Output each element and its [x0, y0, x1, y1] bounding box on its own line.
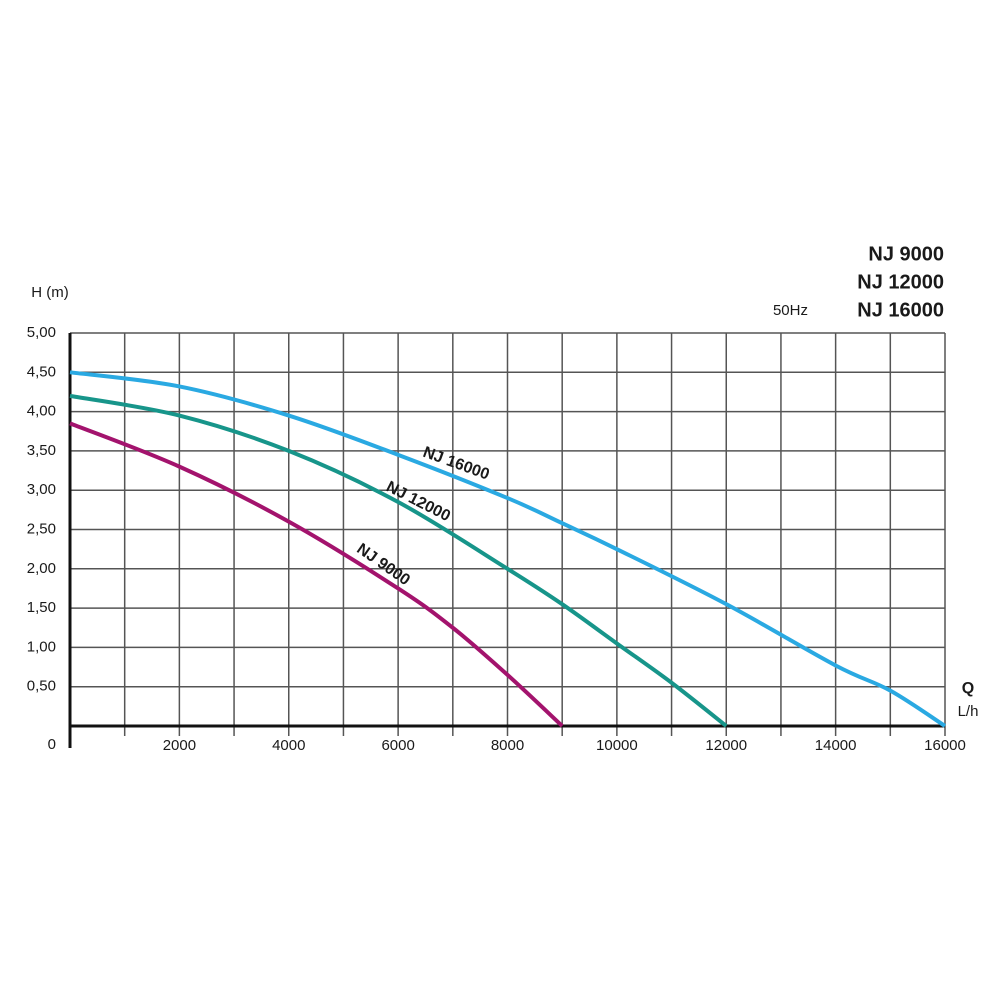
y-tick-label: 0,50 — [27, 678, 56, 695]
y-tick-label: 2,50 — [27, 520, 56, 537]
x-axis-label: Q — [962, 680, 974, 697]
legend-entry: NJ 12000 — [857, 271, 944, 293]
x-tick-label: 6000 — [381, 737, 414, 754]
frequency-label: 50Hz — [773, 302, 808, 319]
x-tick-label: 14000 — [815, 737, 857, 754]
y-tick-label: 3,50 — [27, 442, 56, 459]
y-tick-label: 4,00 — [27, 403, 56, 420]
x-tick-label: 4000 — [272, 737, 305, 754]
y-axis-label: H (m) — [31, 284, 69, 301]
legend-entry: NJ 9000 — [868, 243, 944, 265]
y-tick-label: 1,00 — [27, 638, 56, 655]
curve — [69, 421, 564, 728]
y-tick-label: 3,00 — [27, 481, 56, 498]
y-tick-label: 5,00 — [27, 324, 56, 341]
x-tick-label: 12000 — [705, 737, 747, 754]
x-axis-unit: L/h — [958, 703, 979, 720]
x-tick-label: 8000 — [491, 737, 524, 754]
y-tick-label: 0 — [48, 736, 56, 753]
legend-entry: NJ 16000 — [857, 299, 944, 321]
y-tick-label: 4,50 — [27, 363, 56, 380]
y-tick-label: 1,50 — [27, 599, 56, 616]
x-tick-label: 2000 — [163, 737, 196, 754]
x-tick-label: 10000 — [596, 737, 638, 754]
x-tick-label: 16000 — [924, 737, 966, 754]
y-tick-label: 2,00 — [27, 560, 56, 577]
curve — [69, 370, 947, 728]
curve — [69, 393, 728, 728]
